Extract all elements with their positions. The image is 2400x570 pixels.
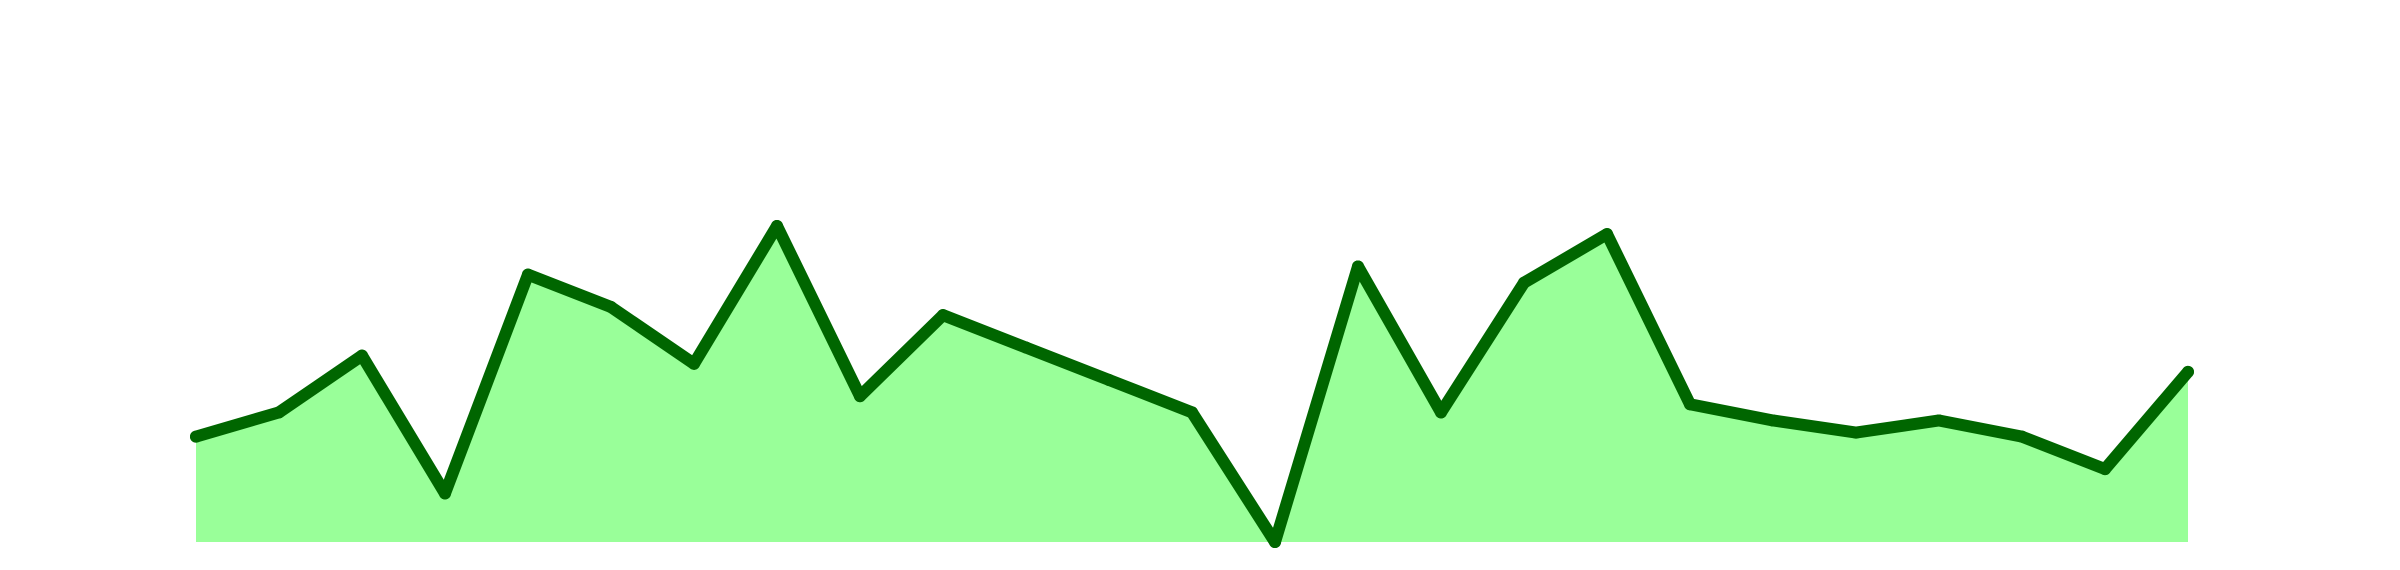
series-line-segment	[771, 220, 866, 403]
series-line-segment	[1269, 260, 1364, 548]
area-layer	[196, 226, 2188, 542]
series-line-segment	[1352, 260, 1447, 419]
series-line-segment	[1435, 276, 1530, 419]
data-point	[439, 487, 451, 500]
series-line-segment	[1850, 414, 1945, 439]
data-point	[1020, 341, 1032, 354]
data-point	[854, 390, 866, 403]
data-point	[605, 301, 617, 314]
data-point	[1103, 373, 1115, 386]
data-point	[2016, 430, 2028, 443]
data-point	[2099, 463, 2111, 476]
line-layer	[190, 220, 2194, 548]
series-line-segment	[854, 309, 949, 403]
data-point	[356, 349, 368, 362]
data-point	[1435, 406, 1447, 419]
data-point	[937, 309, 949, 322]
series-line-segment	[937, 309, 1032, 354]
area-fill	[196, 226, 2188, 542]
data-point	[688, 357, 700, 370]
data-point	[190, 430, 202, 443]
data-point	[771, 220, 783, 232]
series-line-segment	[605, 301, 700, 370]
series-line-segment	[1186, 406, 1281, 548]
series-line-segment	[1020, 341, 1115, 386]
data-point	[1352, 260, 1364, 273]
series-line-segment	[1601, 228, 1696, 411]
series-line-segment	[439, 268, 534, 500]
data-point	[1684, 398, 1696, 411]
data-point	[1601, 228, 1613, 241]
data-point	[1850, 426, 1862, 439]
data-point	[1269, 536, 1281, 548]
data-point	[273, 406, 285, 419]
data-point	[2182, 365, 2194, 378]
series-line-segment	[1684, 398, 1779, 427]
data-point	[1767, 414, 1779, 427]
series-line-segment	[273, 349, 368, 419]
point-layer	[190, 220, 2194, 548]
series-line-segment	[1767, 414, 1862, 439]
series-line-segment	[356, 349, 451, 500]
series-line-segment	[688, 220, 783, 370]
series-line-segment	[522, 268, 617, 314]
series-line-segment	[190, 406, 285, 443]
series-line-segment	[2016, 430, 2111, 476]
data-point	[1933, 414, 1945, 427]
data-point	[1186, 406, 1198, 419]
series-line-segment	[1518, 228, 1613, 289]
data-point	[1518, 276, 1530, 289]
series-line-segment	[2099, 365, 2194, 476]
series-line-segment	[1933, 414, 2028, 443]
data-point	[522, 268, 534, 281]
series-line-segment	[1103, 373, 1198, 419]
